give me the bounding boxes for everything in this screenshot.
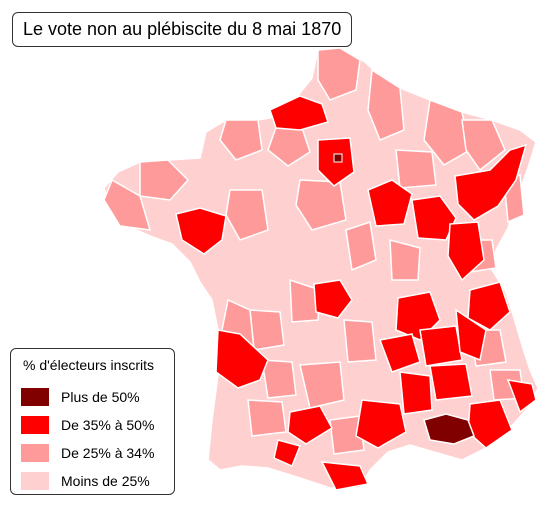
legend: % d'électeurs inscrits Plus de 50% De 35… [10,348,175,495]
map-title-text: Le vote non au plébiscite du 8 mai 1870 [23,19,342,39]
legend-title: % d'électeurs inscrits [23,357,155,373]
legend-item-above-50: Plus de 50% [21,387,140,407]
legend-label: De 25% à 34% [61,445,155,461]
legend-item-35-50: De 35% à 50% [21,415,154,435]
legend-label: Plus de 50% [61,389,140,405]
region-above-50 [423,413,475,445]
map-title: Le vote non au plébiscite du 8 mai 1870 [12,12,353,47]
region-paris [333,153,343,163]
regions-25-34 [103,47,525,455]
legend-item-25-34: De 25% à 34% [21,443,154,463]
regions-35-50 [175,95,537,491]
legend-label: Moins de 25% [61,473,150,489]
legend-swatch [21,388,49,406]
legend-swatch [21,472,49,490]
legend-item-below-25: Moins de 25% [21,471,150,491]
legend-swatch [21,444,49,462]
legend-label: De 35% à 50% [61,417,155,433]
legend-swatch [21,416,49,434]
